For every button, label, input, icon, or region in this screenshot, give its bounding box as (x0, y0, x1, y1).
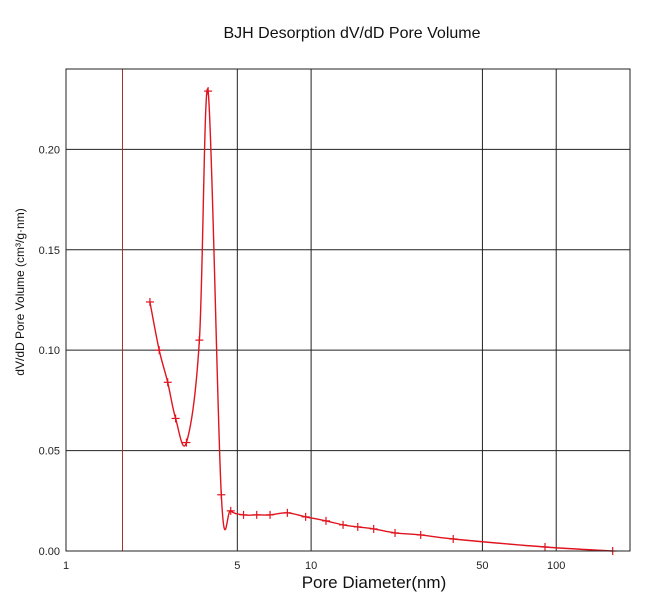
data-point-marker (204, 87, 213, 96)
data-point-marker (239, 510, 248, 519)
data-point-marker (283, 508, 292, 517)
plot-area-border (65, 68, 631, 552)
data-point-marker (369, 524, 378, 533)
x-tick-label: 1 (63, 560, 69, 572)
y-tick-label: 0.00 (39, 546, 60, 558)
data-point-marker (449, 534, 458, 543)
data-point-marker (540, 542, 549, 551)
series-group (145, 87, 617, 555)
data-point-marker (301, 512, 310, 521)
series-line (149, 88, 613, 552)
y-tick-label: 0.15 (39, 245, 60, 257)
x-tick-label: 5 (234, 560, 240, 572)
data-point-marker (391, 528, 400, 537)
data-point-marker (266, 510, 275, 519)
tick-labels: 1 5 10 50 100 0.00 0.05 0.10 0.15 0.20 (39, 144, 566, 572)
data-point-marker (155, 346, 164, 355)
data-point-marker (321, 516, 330, 525)
data-point-marker (163, 378, 172, 387)
data-point-marker (217, 490, 226, 499)
data-point-marker (145, 297, 154, 306)
data-point-marker (252, 510, 261, 519)
y-tick-label: 0.20 (39, 144, 60, 156)
data-point-marker (416, 530, 425, 539)
data-point-marker (353, 522, 362, 531)
data-point-marker (195, 336, 204, 345)
data-point-marker (226, 506, 235, 515)
y-axis-label: dV/dD Pore Volume (cm³/g·nm) (13, 208, 27, 375)
grid-lines (66, 69, 630, 551)
chart-title: BJH Desorption dV/dD Pore Volume (223, 25, 480, 42)
x-axis-label: Pore Diameter(nm) (302, 573, 447, 592)
x-tick-label: 10 (305, 560, 317, 572)
y-tick-label: 0.10 (39, 345, 60, 357)
y-tick-label: 0.05 (39, 446, 60, 458)
data-point-marker (182, 438, 191, 447)
data-point-marker (171, 414, 180, 423)
data-point-marker (339, 520, 348, 529)
x-tick-label: 100 (547, 560, 565, 572)
x-tick-label: 50 (476, 560, 488, 572)
